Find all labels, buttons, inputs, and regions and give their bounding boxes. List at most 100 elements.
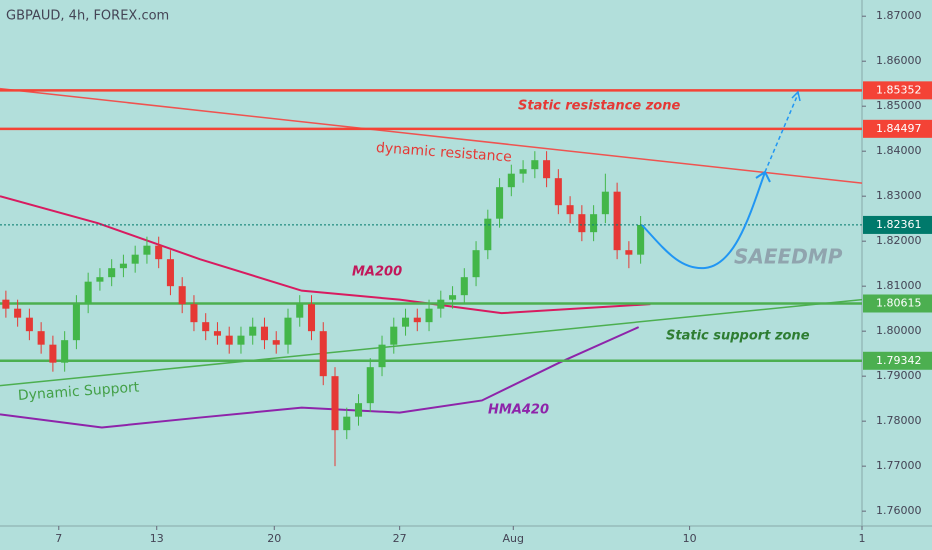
- y-tick-label: 1.84000: [876, 144, 922, 157]
- x-tick-label: 7: [55, 532, 62, 545]
- price-tag-label: 1.80615: [876, 296, 922, 309]
- candle-body: [49, 344, 57, 363]
- candle-body: [190, 304, 198, 323]
- annotation: MA200: [352, 265, 402, 280]
- candle-body: [202, 322, 210, 332]
- candle-body: [578, 214, 586, 233]
- candle-body: [25, 317, 33, 332]
- y-tick-label: 1.85000: [876, 99, 922, 112]
- candle-body: [366, 367, 374, 404]
- candle-body: [96, 277, 104, 282]
- candle-body: [554, 178, 562, 206]
- y-tick-label: 1.78000: [876, 414, 922, 427]
- candle-body: [284, 317, 292, 345]
- candle-body: [496, 187, 504, 219]
- candle-body: [484, 218, 492, 251]
- projection-arrow: [791, 90, 801, 102]
- candle-body: [519, 169, 527, 174]
- candle-body: [61, 340, 69, 363]
- annotation: HMA420: [488, 403, 549, 418]
- y-tick-label: 1.87000: [876, 9, 922, 22]
- candle-body: [249, 326, 257, 336]
- y-tick-label: 1.77000: [876, 459, 922, 472]
- indicator-line: [0, 195, 651, 315]
- candle-body: [84, 281, 92, 305]
- trend-line: [0, 87, 863, 184]
- candle-body: [613, 191, 621, 251]
- candle-body: [72, 304, 80, 341]
- y-tick-label: 1.83000: [876, 189, 922, 202]
- candle-body: [601, 191, 609, 215]
- candle-body: [213, 331, 221, 336]
- y-tick-label: 1.81000: [876, 279, 922, 292]
- candle-body: [637, 224, 645, 255]
- plot-area: [0, 87, 863, 467]
- candle-body: [37, 331, 45, 345]
- candle-body: [131, 254, 139, 264]
- candle-body: [413, 317, 421, 323]
- candle-body: [472, 250, 480, 278]
- y-tick-label: 1.86000: [876, 54, 922, 67]
- candle-body: [108, 268, 116, 278]
- x-tick-label: 1: [859, 532, 866, 545]
- projection-dashed: [764, 93, 799, 173]
- price-tag-label: 1.85352: [876, 83, 922, 96]
- y-tick-label: 1.79000: [876, 369, 922, 382]
- y-tick-label: 1.82000: [876, 234, 922, 247]
- x-tick-label: 10: [683, 532, 697, 545]
- candle-body: [543, 160, 551, 179]
- candle-body: [390, 326, 398, 345]
- x-tick-label: 20: [267, 532, 281, 545]
- candle-body: [625, 250, 633, 255]
- candle-body: [143, 245, 151, 255]
- price-tag: [863, 81, 932, 100]
- price-tag-label: 1.84497: [876, 122, 922, 135]
- x-tick-label: 27: [393, 532, 407, 545]
- candle-body: [449, 295, 457, 300]
- candle-body: [319, 331, 327, 377]
- candle-body: [354, 403, 363, 417]
- candle-body: [590, 214, 598, 233]
- candle-body: [119, 263, 127, 269]
- candle-body: [296, 304, 304, 318]
- candle-body: [237, 335, 245, 345]
- trend-line: [0, 298, 863, 387]
- price-tag: [863, 294, 932, 313]
- candle-body: [437, 299, 445, 309]
- candle-body: [566, 205, 574, 215]
- candle-body: [272, 340, 280, 345]
- candle-body: [507, 173, 515, 188]
- candle-body: [155, 245, 163, 260]
- candle-body: [402, 317, 410, 327]
- annotation: Static support zone: [666, 329, 810, 344]
- candle-body: [425, 308, 433, 323]
- x-tick-label: Aug: [503, 532, 524, 545]
- candle-body: [531, 160, 539, 170]
- candle-body: [260, 326, 269, 341]
- price-tag: [863, 351, 932, 370]
- y-tick-label: 1.80000: [876, 324, 922, 337]
- candle-body: [460, 277, 468, 296]
- price-tag-label: 1.79342: [876, 354, 922, 367]
- candle-body: [307, 304, 316, 332]
- candle-body: [331, 376, 339, 431]
- candle-body: [166, 259, 174, 287]
- candle-body: [178, 286, 186, 305]
- indicator-line: [0, 326, 640, 429]
- price-tag-label: 1.82361: [876, 218, 922, 231]
- annotation: Static resistance zone: [518, 99, 680, 114]
- x-tick-label: 13: [150, 532, 164, 545]
- price-tag: [863, 119, 932, 138]
- y-tick-label: 1.76000: [876, 504, 922, 517]
- candle-body: [343, 416, 351, 431]
- candle-body: [378, 344, 386, 368]
- candle-body: [2, 299, 10, 309]
- candle-body: [225, 335, 233, 345]
- watermark: SAEEDMP: [734, 245, 843, 269]
- projection-curve: [641, 171, 766, 270]
- chart-title: GBPAUD, 4h, FOREX.com: [6, 9, 169, 24]
- price-tag: [863, 215, 932, 234]
- candle-body: [14, 308, 22, 318]
